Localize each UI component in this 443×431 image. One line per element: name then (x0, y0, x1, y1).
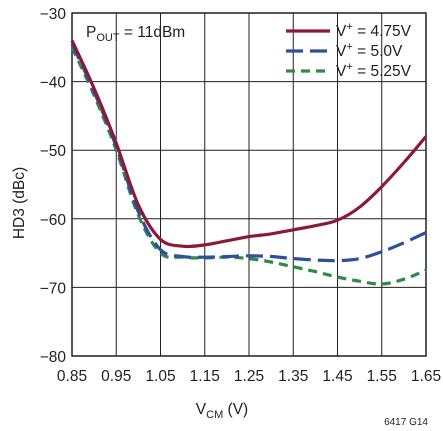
y-tick-label: −70 (40, 280, 67, 297)
plot-frame (71, 12, 427, 357)
x-axis-ticks: 0.85 0.95 1.05 1.15 1.25 1.35 1.45 1.55 1.65 (57, 368, 441, 385)
x-tick-label: 1.05 (145, 368, 175, 385)
x-tick-label: 1.25 (234, 368, 264, 385)
x-tick-label: 1.15 (190, 368, 220, 385)
legend-label: V+ = 5.0V (336, 41, 403, 60)
y-tick-label: −50 (40, 143, 67, 160)
series-layer (70, 39, 428, 286)
series-line-0 (70, 39, 428, 249)
legend-label: V+ = 4.75V (336, 21, 412, 40)
y-tick-label: −40 (40, 75, 67, 92)
series-line-1 (70, 43, 427, 263)
x-tick-label: 1.55 (367, 368, 397, 385)
x-axis-title: VCM (V) (196, 401, 248, 421)
y-tick-label: −80 (40, 349, 67, 366)
series-line-2 (70, 46, 427, 286)
y-tick-label: −60 (40, 212, 67, 229)
x-tick-label: 1.35 (278, 368, 308, 385)
y-axis-ticks: −30 −40 −50 −60 −70 −80 (40, 6, 67, 366)
x-tick-label: 0.85 (57, 368, 87, 385)
figure-code: 6417 G14 (384, 417, 428, 428)
x-tick-label: 0.95 (101, 368, 131, 385)
legend-label: V+ = 5.25V (336, 61, 412, 80)
pout-annotation: POUT = 11dBm (86, 24, 185, 44)
grid (72, 13, 426, 356)
x-tick-label: 1.45 (322, 368, 352, 385)
x-tick-label: 1.65 (411, 368, 441, 385)
y-tick-label: −30 (40, 6, 67, 23)
y-axis-title: HD3 (dBc) (11, 167, 28, 239)
